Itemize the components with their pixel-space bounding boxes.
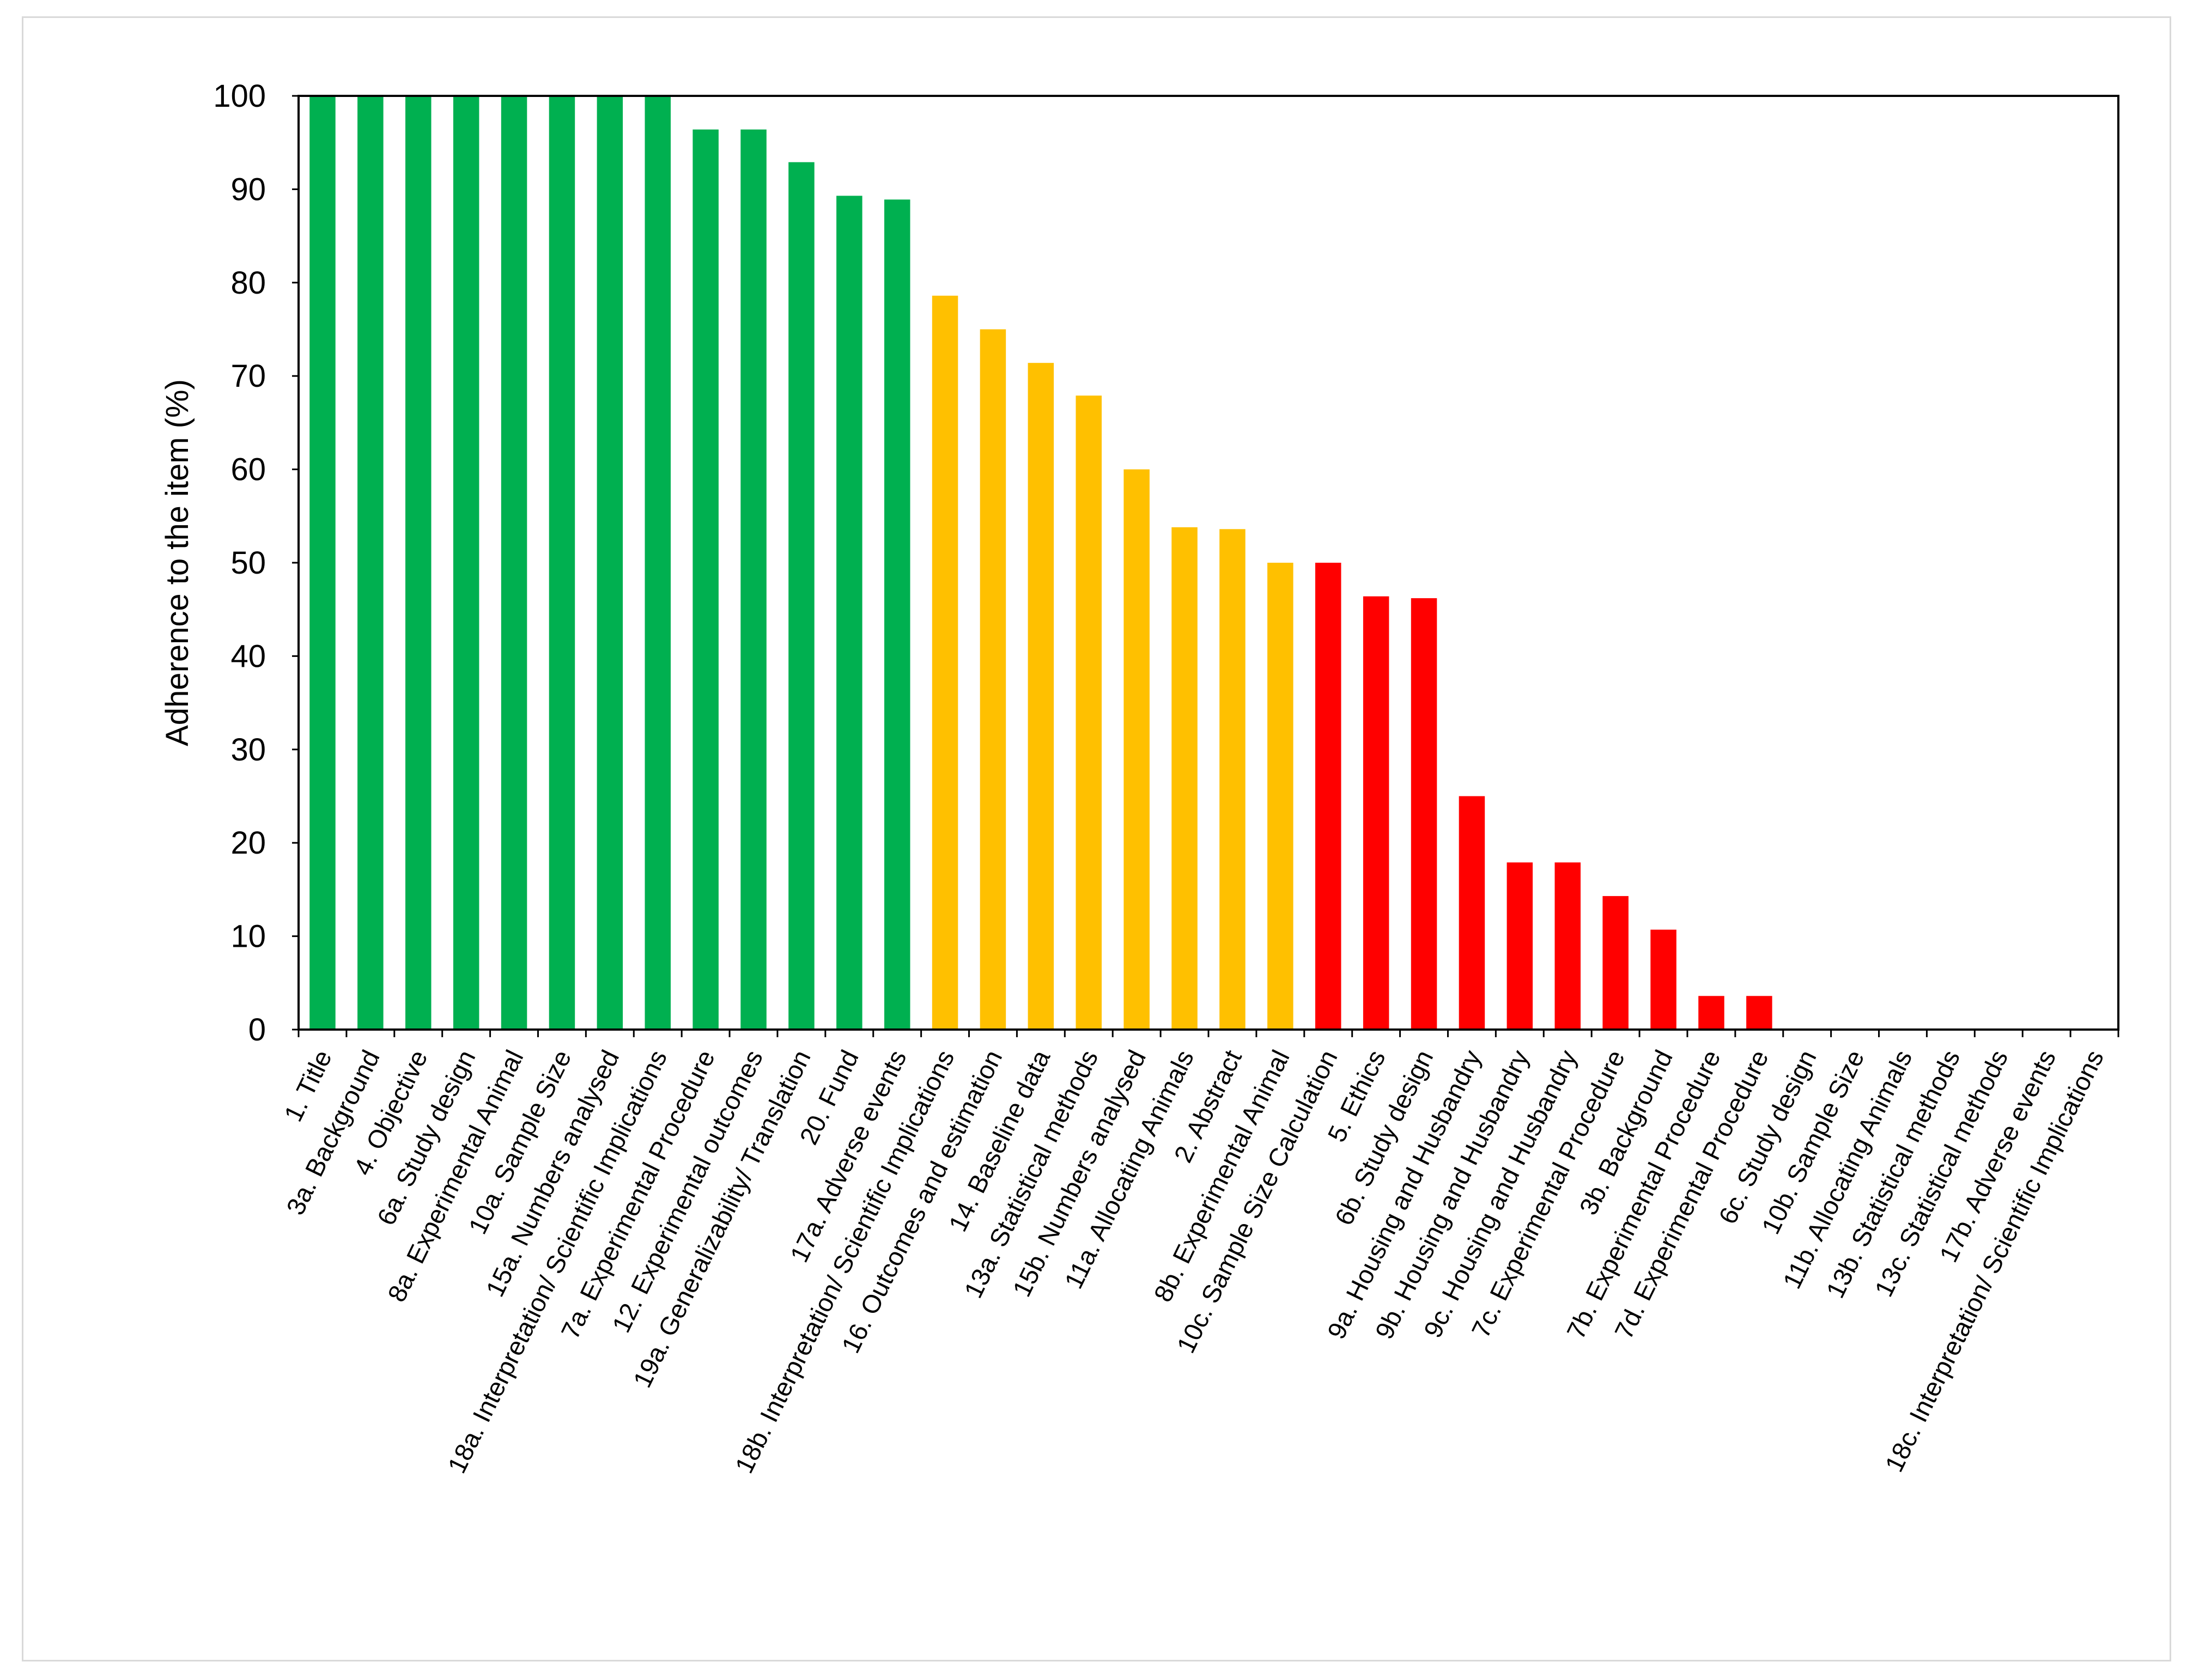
bar bbox=[980, 329, 1006, 1030]
bar bbox=[1171, 527, 1198, 1030]
bar bbox=[1363, 596, 1389, 1030]
y-tick-label: 20 bbox=[230, 825, 266, 861]
bar bbox=[1602, 896, 1629, 1030]
bar bbox=[1506, 862, 1533, 1030]
bar bbox=[501, 96, 527, 1030]
bar bbox=[357, 96, 384, 1030]
bar bbox=[1411, 598, 1437, 1030]
y-tick-label: 60 bbox=[230, 452, 266, 488]
bar bbox=[309, 96, 336, 1030]
bar bbox=[932, 295, 958, 1030]
bar bbox=[1746, 996, 1772, 1030]
y-tick-label: 50 bbox=[230, 545, 266, 581]
bar bbox=[836, 196, 862, 1030]
y-tick-label: 70 bbox=[230, 358, 266, 394]
bar bbox=[1076, 395, 1102, 1030]
y-tick-label: 0 bbox=[248, 1012, 266, 1048]
bar bbox=[1219, 529, 1246, 1030]
bar bbox=[1123, 469, 1150, 1030]
bar bbox=[884, 199, 910, 1030]
bar bbox=[549, 96, 575, 1030]
y-tick-label: 80 bbox=[230, 265, 266, 301]
y-tick-label: 100 bbox=[213, 78, 266, 114]
bar bbox=[1315, 563, 1341, 1030]
bar bbox=[740, 129, 767, 1030]
y-tick-label: 90 bbox=[230, 172, 266, 207]
y-tick-label: 30 bbox=[230, 732, 266, 768]
bar bbox=[597, 96, 623, 1030]
bar bbox=[1459, 796, 1485, 1030]
bar bbox=[692, 129, 719, 1030]
bar bbox=[645, 96, 671, 1030]
bar bbox=[405, 96, 432, 1030]
bar bbox=[1028, 363, 1054, 1030]
y-axis-ticks bbox=[292, 95, 299, 1031]
bar bbox=[1267, 563, 1293, 1030]
bars-group bbox=[309, 96, 1772, 1030]
y-axis-title: Adherence to the item (%) bbox=[160, 379, 195, 746]
bar bbox=[453, 96, 479, 1030]
bar bbox=[1650, 929, 1676, 1030]
y-axis-tick-labels: 0 10 20 30 40 50 60 70 80 90 100 bbox=[213, 78, 266, 1048]
bar bbox=[788, 162, 815, 1030]
x-axis-ticks bbox=[297, 1030, 2119, 1037]
bar bbox=[1554, 862, 1581, 1030]
bar bbox=[1698, 996, 1724, 1030]
y-tick-label: 10 bbox=[230, 919, 266, 954]
y-tick-label: 40 bbox=[230, 638, 266, 674]
